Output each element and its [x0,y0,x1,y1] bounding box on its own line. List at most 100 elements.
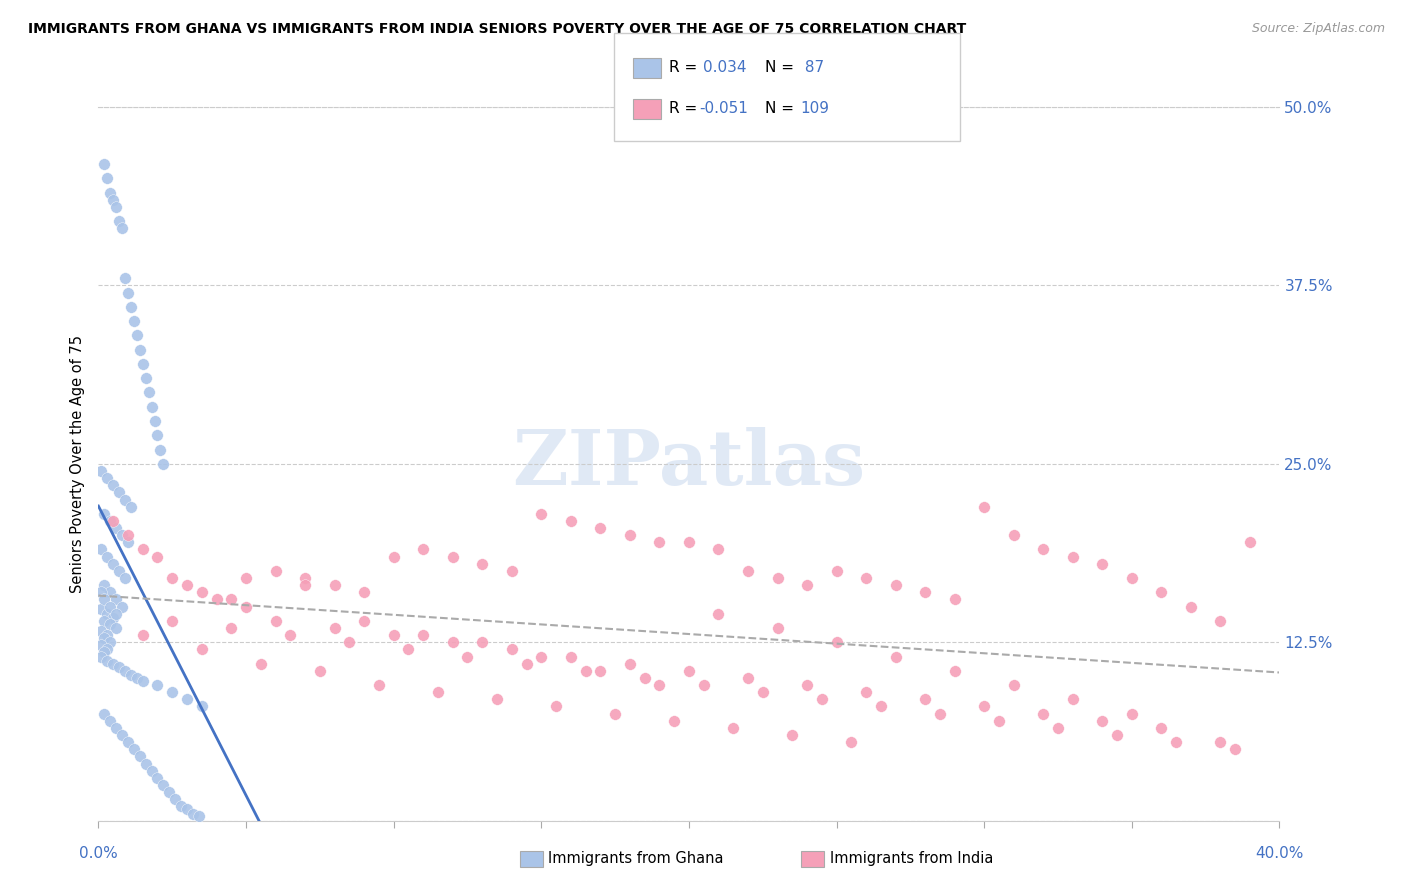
Point [855,571,877,585]
Point [122,742,145,756]
Point [825,564,848,578]
Point [1062,549,1084,564]
Point [589,664,612,678]
Point [1002,528,1025,542]
Point [486,692,509,706]
Point [515,657,537,671]
Point [93,578,115,592]
Point [914,692,936,706]
Point [114,664,136,678]
Point [120,500,142,514]
Point [619,657,641,671]
Point [1105,728,1128,742]
Point [1002,678,1025,692]
Point [1032,542,1054,557]
Point [93,507,115,521]
Point [796,578,818,592]
Point [678,664,700,678]
Point [766,621,789,635]
Point [105,607,128,621]
Point [884,649,907,664]
Point [111,728,134,742]
Point [98,186,121,200]
Point [120,668,142,682]
Point [235,599,257,614]
Point [170,799,193,814]
Point [108,564,131,578]
Point [181,806,204,821]
Point [103,557,125,571]
Point [1091,557,1114,571]
Text: Source: ZipAtlas.com: Source: ZipAtlas.com [1251,22,1385,36]
Point [928,706,950,721]
Text: -0.051: -0.051 [699,102,748,116]
Point [1209,614,1232,628]
Point [146,428,169,442]
Point [973,699,995,714]
Point [441,635,464,649]
Point [117,285,139,300]
Point [294,571,316,585]
Point [589,521,612,535]
Point [441,549,464,564]
Point [132,357,155,371]
Point [96,549,118,564]
Point [353,614,375,628]
Point [869,699,891,714]
Point [574,664,596,678]
Point [128,343,150,357]
Point [114,492,136,507]
Y-axis label: Seniors Poverty Over the Age of 75: Seniors Poverty Over the Age of 75 [69,334,84,593]
Point [1180,599,1202,614]
Point [90,638,112,652]
Point [323,621,346,635]
Point [560,514,582,528]
Point [176,692,198,706]
Point [90,464,112,478]
Point [157,785,180,799]
Point [108,485,131,500]
Point [309,664,332,678]
Point [1062,692,1084,706]
Point [93,645,115,659]
Point [191,585,214,599]
Point [162,614,183,628]
Point [176,578,198,592]
Point [884,578,907,592]
Point [93,592,115,607]
Point [560,649,582,664]
Point [103,657,125,671]
Text: Immigrants from Ghana: Immigrants from Ghana [548,852,724,866]
Text: Immigrants from India: Immigrants from India [830,852,993,866]
Point [132,542,155,557]
Text: 0.034: 0.034 [703,61,747,75]
Point [943,592,966,607]
Point [120,300,142,314]
Point [191,642,214,657]
Point [353,585,375,599]
Point [96,654,118,668]
Point [96,607,118,621]
Point [605,706,627,721]
Point [108,659,131,673]
Point [114,271,136,285]
Point [678,535,700,549]
Point [1121,706,1143,721]
Point [117,535,139,549]
Point [737,564,759,578]
Point [1150,721,1173,735]
Point [90,624,112,638]
Point [96,628,118,642]
Point [128,749,150,764]
Point [96,642,118,657]
Point [396,642,419,657]
Point [766,571,789,585]
Point [132,673,155,688]
Point [105,200,128,214]
Point [165,792,187,806]
Point [1209,735,1232,749]
Point [664,714,686,728]
Point [707,542,730,557]
Point [98,514,121,528]
Point [501,564,523,578]
